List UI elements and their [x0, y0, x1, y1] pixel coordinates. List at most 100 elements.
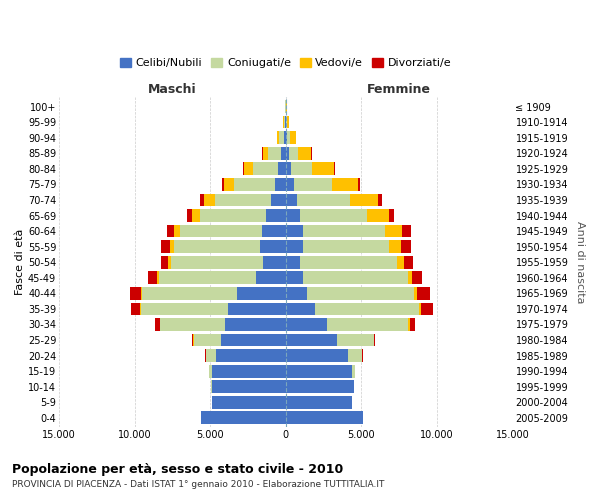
Bar	[286, 256, 300, 268]
Bar	[300, 209, 367, 222]
Bar	[378, 194, 382, 206]
Bar	[161, 240, 170, 253]
Bar	[216, 349, 286, 362]
Bar	[314, 302, 419, 316]
Bar	[168, 256, 171, 268]
Bar	[286, 209, 300, 222]
Bar	[374, 334, 376, 346]
Bar	[419, 302, 421, 316]
Bar	[409, 318, 410, 331]
Bar	[201, 412, 286, 424]
Bar	[140, 302, 229, 316]
Bar	[238, 287, 286, 300]
Bar	[271, 194, 286, 206]
Y-axis label: Fasce di età: Fasce di età	[15, 229, 25, 296]
Bar	[407, 272, 412, 284]
Bar	[352, 365, 355, 378]
Text: Maschi: Maschi	[148, 84, 197, 96]
Bar	[244, 162, 253, 175]
Bar	[268, 147, 281, 160]
Bar	[286, 162, 291, 175]
Bar	[209, 365, 212, 378]
Bar	[170, 240, 174, 253]
Bar	[278, 162, 286, 175]
Bar	[312, 162, 334, 175]
Bar	[200, 194, 205, 206]
Bar	[155, 318, 160, 331]
Bar	[286, 272, 303, 284]
Bar	[262, 224, 286, 237]
Bar	[167, 224, 174, 237]
Bar	[367, 209, 389, 222]
Bar	[303, 272, 407, 284]
Bar	[412, 272, 422, 284]
Bar	[307, 287, 415, 300]
Bar	[303, 240, 389, 253]
Bar	[421, 302, 433, 316]
Bar	[263, 147, 268, 160]
Bar	[212, 396, 286, 408]
Bar	[253, 162, 278, 175]
Bar	[286, 365, 352, 378]
Bar	[385, 224, 402, 237]
Bar	[397, 256, 404, 268]
Text: Femmine: Femmine	[367, 84, 431, 96]
Bar	[215, 194, 271, 206]
Bar	[289, 147, 298, 160]
Bar	[161, 256, 168, 268]
Bar	[389, 240, 401, 253]
Bar	[417, 287, 430, 300]
Bar	[224, 178, 235, 191]
Bar	[286, 132, 287, 144]
Bar	[221, 334, 286, 346]
Bar	[193, 209, 200, 222]
Bar	[142, 287, 238, 300]
Bar	[290, 132, 296, 144]
Bar	[174, 240, 260, 253]
Bar	[159, 272, 256, 284]
Text: Popolazione per età, sesso e stato civile - 2010: Popolazione per età, sesso e stato civil…	[12, 462, 343, 475]
Bar	[206, 349, 216, 362]
Bar	[286, 287, 307, 300]
Bar	[358, 178, 360, 191]
Bar	[284, 132, 286, 144]
Bar	[275, 178, 286, 191]
Bar	[401, 240, 411, 253]
Bar	[194, 334, 221, 346]
Bar	[286, 178, 294, 191]
Bar	[294, 178, 332, 191]
Bar	[286, 302, 314, 316]
Bar	[263, 256, 286, 268]
Bar	[286, 194, 297, 206]
Bar	[266, 209, 286, 222]
Bar	[286, 396, 352, 408]
Bar	[286, 318, 326, 331]
Bar	[286, 334, 337, 346]
Bar	[212, 380, 286, 393]
Bar	[286, 380, 354, 393]
Bar	[298, 147, 311, 160]
Text: PROVINCIA DI PIACENZA - Dati ISTAT 1° gennaio 2010 - Elaborazione TUTTITALIA.IT: PROVINCIA DI PIACENZA - Dati ISTAT 1° ge…	[12, 480, 385, 489]
Bar	[180, 224, 262, 237]
Bar	[281, 147, 286, 160]
Bar	[157, 272, 159, 284]
Bar	[160, 318, 226, 331]
Bar	[130, 287, 141, 300]
Bar	[402, 224, 411, 237]
Bar	[141, 287, 142, 300]
Bar	[187, 209, 193, 222]
Bar	[389, 209, 394, 222]
Bar	[300, 256, 397, 268]
Bar	[229, 302, 286, 316]
Bar	[226, 318, 286, 331]
Bar	[286, 224, 303, 237]
Bar	[280, 132, 284, 144]
Bar	[286, 412, 363, 424]
Bar	[348, 349, 362, 362]
Bar	[256, 272, 286, 284]
Bar	[200, 209, 266, 222]
Bar	[174, 224, 180, 237]
Bar	[205, 194, 215, 206]
Bar	[285, 116, 286, 128]
Bar	[286, 147, 289, 160]
